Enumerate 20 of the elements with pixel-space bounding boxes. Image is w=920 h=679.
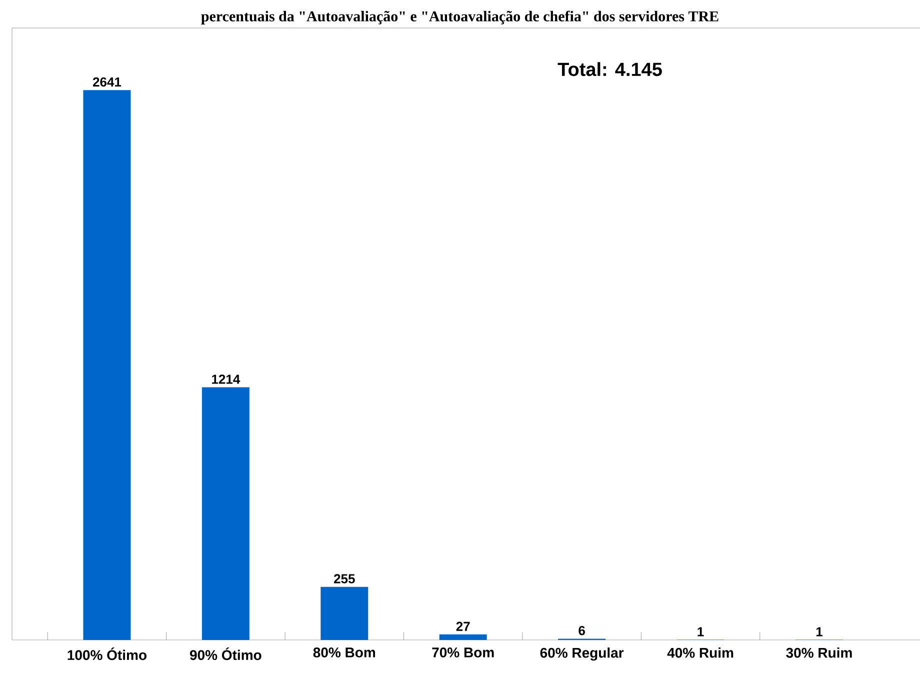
data-label: 2641 (92, 77, 122, 87)
data-label: 255 (334, 574, 355, 584)
x-tick-label: 70% Bom (432, 648, 494, 658)
x-tick-label: 90% Ótimo (190, 648, 262, 660)
text: Total: 4.145 (558, 62, 662, 76)
data-label: 27 (456, 622, 470, 631)
x-tick-label: 80% Bom (313, 648, 376, 658)
bar (439, 634, 487, 640)
bar (83, 90, 131, 640)
x-tick-label: 30% Ruim (786, 648, 852, 658)
x-tick-label: 100% Ótimo (68, 648, 146, 660)
x-tick-label: 40% Ruim (667, 648, 734, 658)
data-label: 1214 (212, 374, 240, 384)
bar (202, 387, 250, 640)
x-tick-label: 60% Regular (540, 648, 624, 661)
chart-title: percentuais da "Autoavaliação" e "Autoavaliação de chefia" dos servidores TRE (201, 10, 718, 24)
data-label: 1 (816, 627, 822, 636)
data-label: 6 (578, 626, 585, 636)
bar (320, 586, 368, 640)
data-label: 1 (698, 627, 704, 636)
